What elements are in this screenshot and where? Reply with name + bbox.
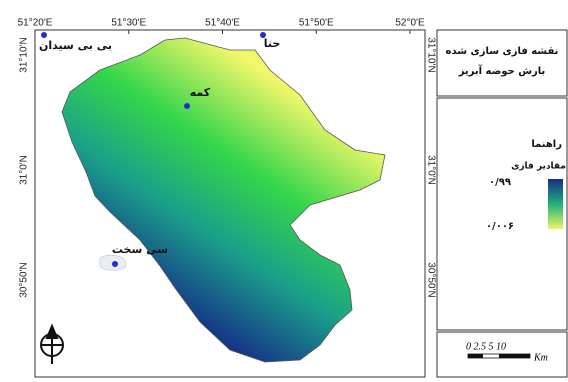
scale-bar	[499, 354, 530, 358]
legend-title: نقشه فازی سازی شده	[446, 46, 559, 57]
legend-heading: راهنما	[531, 139, 562, 150]
place-dot	[260, 32, 266, 38]
title-box	[436, 29, 568, 97]
place-dot	[112, 261, 118, 267]
legend-high: ۰/۹۹	[489, 177, 511, 188]
latitude-label: 31°0'N	[19, 155, 30, 185]
longitude-label: 52°0'E	[395, 18, 425, 29]
scale-bar	[468, 354, 483, 358]
longitude-label: 51°20'E	[18, 18, 53, 29]
basin	[61, 37, 386, 363]
latitude-label: 31°0'N	[425, 155, 436, 185]
legend-low: ۰/۰۰۶	[486, 221, 514, 232]
place-label: حنا	[264, 37, 281, 50]
place-label: کمه	[190, 86, 211, 99]
legend-bar	[548, 179, 563, 229]
latitude-label: 31°10'N	[19, 37, 30, 72]
place-dot	[184, 103, 190, 109]
legend-title: بارش حوضه آبریز	[458, 64, 546, 77]
scale-unit: Km	[533, 352, 548, 363]
legend-label: مقادیر فازی	[511, 162, 566, 172]
legend-box	[436, 97, 568, 331]
longitude-label: 51°50'E	[299, 18, 334, 29]
place-label: سی سخت	[112, 243, 168, 256]
longitude-label: 51°40'E	[205, 18, 240, 29]
latitude-label: 31°10'N	[425, 37, 436, 72]
latitude-label: 30°50'N	[19, 262, 30, 297]
place-dot	[41, 32, 47, 38]
latitude-label: 30°50'N	[425, 262, 436, 297]
north-arrow	[40, 323, 64, 364]
place-label: بی بی سیدان	[39, 39, 112, 52]
scale-numbers: 0 2.5 5 10	[466, 341, 506, 352]
longitude-label: 51°30'E	[111, 18, 146, 29]
